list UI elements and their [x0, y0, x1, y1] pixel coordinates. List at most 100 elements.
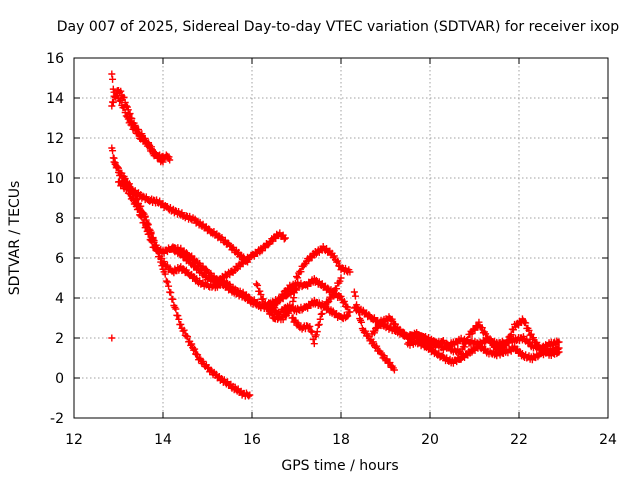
data-point: [126, 190, 134, 198]
data-point: [147, 230, 155, 238]
data-point: [163, 278, 171, 286]
data-point: [165, 153, 173, 161]
data-point: [111, 93, 119, 101]
data-point: [297, 268, 305, 276]
data-point: [415, 331, 423, 339]
data-point: [291, 284, 299, 292]
data-point: [122, 102, 130, 110]
data-point: [383, 355, 391, 363]
data-point: [120, 93, 128, 101]
data-point: [199, 357, 207, 365]
data-point: [271, 304, 279, 312]
data-point: [111, 159, 119, 167]
data-point: [109, 85, 117, 93]
data-point: [199, 262, 207, 270]
data-point: [128, 186, 136, 194]
data-point: [143, 219, 151, 227]
data-point: [482, 330, 490, 338]
data-point: [443, 339, 451, 347]
data-point: [330, 252, 338, 260]
data-point: [534, 353, 542, 361]
data-point: [460, 343, 468, 351]
data-point: [288, 303, 296, 311]
data-point: [172, 305, 180, 313]
data-point: [281, 234, 289, 242]
data-point: [169, 295, 177, 303]
series-track-n: [404, 336, 563, 367]
data-point: [109, 75, 117, 83]
data-point: [162, 277, 170, 285]
data-point: [294, 274, 302, 282]
series-track-a: [108, 70, 174, 164]
data-point: [139, 192, 147, 200]
x-tick-label: 18: [332, 432, 350, 448]
data-point: [171, 303, 179, 311]
y-tick-label: 0: [55, 371, 64, 387]
data-point: [161, 270, 169, 278]
data-point: [357, 318, 365, 326]
data-point: [464, 336, 472, 344]
data-point: [152, 241, 160, 249]
data-point: [337, 274, 345, 282]
data-point: [194, 351, 202, 359]
data-point: [369, 338, 377, 346]
data-point: [124, 106, 132, 114]
series-outlier: [108, 334, 116, 342]
data-point: [439, 353, 447, 361]
data-point: [333, 258, 341, 266]
data-point: [180, 326, 188, 334]
data-point: [245, 392, 253, 400]
data-point: [390, 366, 398, 374]
data-point: [256, 287, 264, 295]
data-point: [140, 213, 148, 221]
data-point: [316, 315, 324, 323]
data-point: [344, 312, 352, 320]
x-tick-label: 24: [599, 432, 617, 448]
data-point: [156, 249, 164, 257]
data-point: [522, 319, 530, 327]
data-point: [504, 339, 512, 347]
chart-title: Day 007 of 2025, Sidereal Day-to-day VTE…: [57, 19, 620, 35]
data-point: [507, 331, 515, 339]
data-point: [287, 304, 295, 312]
data-point: [273, 300, 281, 308]
data-point: [115, 164, 122, 172]
data-point: [205, 225, 213, 233]
data-point: [290, 294, 298, 302]
data-point: [221, 236, 229, 244]
data-point: [146, 226, 154, 234]
data-point: [328, 291, 336, 299]
data-point: [108, 334, 116, 342]
data-point: [116, 97, 124, 105]
data-point: [306, 322, 314, 330]
data-point: [252, 280, 260, 288]
y-axis-label: SDTVAR / TECUs: [7, 181, 23, 296]
data-point: [126, 110, 134, 118]
y-tick-label: 2: [55, 331, 64, 347]
data-point: [307, 327, 315, 335]
data-point: [324, 284, 332, 292]
data-point: [346, 308, 354, 316]
data-point: [177, 320, 185, 328]
data-point: [188, 340, 196, 348]
data-point: [179, 327, 187, 335]
data-point: [112, 90, 120, 98]
data-point: [268, 311, 276, 319]
series-track-i: [252, 242, 354, 324]
data-point: [350, 288, 358, 296]
data-point: [525, 326, 533, 334]
data-point: [141, 212, 149, 220]
data-point: [312, 331, 320, 339]
data-point: [261, 300, 269, 308]
data-point: [428, 346, 436, 354]
data-point: [310, 340, 318, 348]
data-point: [151, 149, 159, 157]
data-point: [351, 292, 359, 300]
data-point: [174, 312, 182, 320]
x-tick-label: 12: [65, 432, 83, 448]
y-tick-label: -2: [50, 411, 64, 427]
data-point: [125, 180, 133, 188]
series-track-k: [350, 288, 398, 374]
data-point: [373, 342, 381, 350]
